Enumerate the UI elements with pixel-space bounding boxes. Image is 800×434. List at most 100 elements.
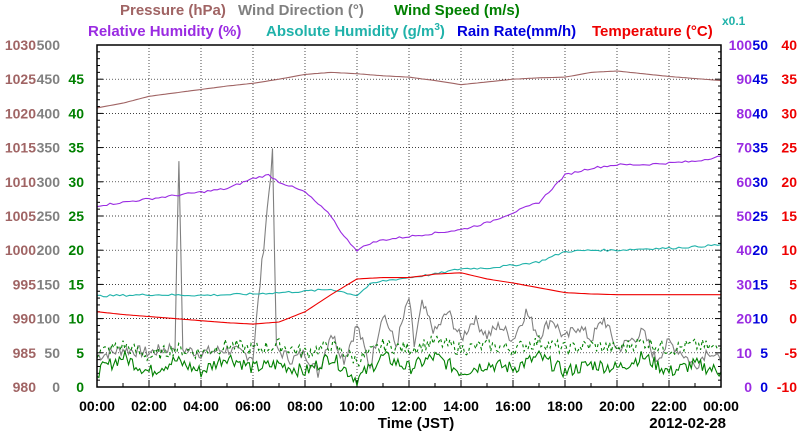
rain-rate-tick: 25 bbox=[752, 208, 768, 224]
temperature-tick: 10 bbox=[781, 242, 797, 258]
y-axes: 1030102510201015101010051000995990985980… bbox=[5, 37, 797, 395]
x-tick-label: 00:00 bbox=[79, 398, 115, 414]
wind-speed-tick: 35 bbox=[68, 140, 84, 156]
legend-wind-speed: Wind Speed (m/s) bbox=[394, 2, 520, 19]
rain-rate-tick: 20 bbox=[752, 242, 768, 258]
wind-direction-tick: 350 bbox=[37, 140, 61, 156]
legend-relative-humidity: Relative Humidity (%) bbox=[88, 23, 241, 40]
rain-rate-tick: 30 bbox=[752, 174, 768, 190]
rh-tick: 0 bbox=[744, 379, 752, 395]
wind-speed-tick: 25 bbox=[68, 208, 84, 224]
rh-tick: 10 bbox=[736, 345, 752, 361]
rh-tick: 80 bbox=[736, 105, 752, 121]
x-tick-label: 22:00 bbox=[651, 398, 687, 414]
wind-direction-tick: 100 bbox=[37, 311, 61, 327]
series-line-relative-humidity bbox=[96, 155, 721, 252]
wind-speed-tick: 20 bbox=[68, 242, 84, 258]
x-tick-label: 06:00 bbox=[235, 398, 271, 414]
rh-tick: 60 bbox=[736, 174, 752, 190]
rain-rate-tick: 45 bbox=[752, 71, 768, 87]
grid bbox=[96, 44, 722, 388]
rain-rate-tick: 35 bbox=[752, 140, 768, 156]
rh-tick: 40 bbox=[736, 242, 752, 258]
x-axis-title: Time (JST) bbox=[378, 415, 454, 432]
series-line-wind-speed-m-s bbox=[96, 335, 722, 368]
pressure-tick: 1025 bbox=[5, 71, 36, 87]
temperature-tick: 40 bbox=[781, 37, 797, 53]
wind-direction-tick: 250 bbox=[37, 208, 61, 224]
date-label: 2012-02-28 bbox=[649, 415, 726, 432]
rh-tick: 70 bbox=[736, 140, 752, 156]
temperature-tick: 25 bbox=[781, 140, 797, 156]
pressure-tick: 1005 bbox=[5, 208, 36, 224]
series-line-wind-speed-m-s bbox=[96, 349, 722, 386]
temperature-tick: 0 bbox=[789, 311, 797, 327]
x-tick-label: 08:00 bbox=[287, 398, 323, 414]
pressure-tick: 1010 bbox=[5, 174, 36, 190]
wind-direction-tick: 400 bbox=[37, 105, 61, 121]
legend-absolute-humidity: Absolute Humidity (g/m3) bbox=[266, 22, 445, 40]
x-tick-label: 18:00 bbox=[547, 398, 583, 414]
legend-rain-rate: Rain Rate(mm/h) bbox=[457, 23, 576, 40]
x-tick-label: 02:00 bbox=[131, 398, 167, 414]
wind-speed-tick: 15 bbox=[68, 276, 84, 292]
series-line-temperature-c bbox=[96, 272, 721, 325]
pressure-tick: 1000 bbox=[5, 242, 36, 258]
temperature-tick: -5 bbox=[785, 345, 798, 361]
pressure-tick: 1030 bbox=[5, 37, 36, 53]
rain-rate-tick: 15 bbox=[752, 276, 768, 292]
wind-speed-tick: 5 bbox=[76, 345, 84, 361]
wind-direction-tick: 300 bbox=[37, 174, 61, 190]
wind-direction-tick: 150 bbox=[37, 276, 61, 292]
wind-speed-tick: 30 bbox=[68, 174, 84, 190]
wind-direction-tick: 200 bbox=[37, 242, 61, 258]
wind-speed-tick: 45 bbox=[68, 71, 84, 87]
rain-rate-tick: 10 bbox=[752, 311, 768, 327]
legend-temperature: Temperature (°C) bbox=[592, 23, 713, 40]
legend-pressure: Pressure (hPa) bbox=[120, 2, 226, 19]
wind-speed-tick: 40 bbox=[68, 105, 84, 121]
x-tick-label: 20:00 bbox=[599, 398, 635, 414]
wind-direction-tick: 0 bbox=[52, 379, 60, 395]
pressure-tick: 995 bbox=[13, 276, 37, 292]
legend-absolute-humidity-sup: 3 bbox=[434, 22, 440, 33]
rain-rate-tick: 5 bbox=[760, 345, 768, 361]
x-tick-label: 14:00 bbox=[443, 398, 479, 414]
x-tick-label: 04:00 bbox=[183, 398, 219, 414]
rh-tick: 50 bbox=[736, 208, 752, 224]
legend-x01: x0.1 bbox=[722, 14, 746, 28]
rain-rate-tick: 40 bbox=[752, 105, 768, 121]
x-tick-label: 12:00 bbox=[391, 398, 427, 414]
temperature-tick: 35 bbox=[781, 71, 797, 87]
rh-tick: 90 bbox=[736, 71, 752, 87]
temperature-tick: 20 bbox=[781, 174, 797, 190]
temperature-tick: 30 bbox=[781, 105, 797, 121]
rh-tick: 30 bbox=[736, 276, 752, 292]
pressure-tick: 985 bbox=[13, 345, 37, 361]
x-tick-label: 16:00 bbox=[495, 398, 531, 414]
x-tick-label: 00:00 bbox=[703, 398, 739, 414]
pressure-tick: 1015 bbox=[5, 140, 36, 156]
pressure-tick: 980 bbox=[13, 379, 37, 395]
rh-tick: 100 bbox=[729, 37, 753, 53]
wind-speed-tick: 10 bbox=[68, 311, 84, 327]
x-tick-label: 10:00 bbox=[339, 398, 375, 414]
wind-direction-tick: 50 bbox=[44, 345, 60, 361]
rain-rate-tick: 50 bbox=[752, 37, 768, 53]
pressure-tick: 1020 bbox=[5, 105, 36, 121]
wind-direction-tick: 450 bbox=[37, 71, 61, 87]
wind-direction-tick: 500 bbox=[37, 37, 61, 53]
pressure-tick: 990 bbox=[13, 311, 37, 327]
series-line-pressure-hpa bbox=[96, 70, 722, 109]
rain-rate-tick: 0 bbox=[760, 379, 768, 395]
temperature-tick: -10 bbox=[777, 379, 797, 395]
wind-speed-tick: 0 bbox=[76, 379, 84, 395]
rh-tick: 20 bbox=[736, 311, 752, 327]
temperature-tick: 15 bbox=[781, 208, 797, 224]
plot-frame bbox=[96, 44, 722, 388]
legend-absolute-humidity-text: Absolute Humidity (g/m bbox=[266, 23, 434, 40]
temperature-tick: 5 bbox=[789, 276, 797, 292]
legend-absolute-humidity-close: ) bbox=[440, 23, 445, 40]
legend-wind-direction: Wind Direction (°) bbox=[238, 2, 364, 19]
